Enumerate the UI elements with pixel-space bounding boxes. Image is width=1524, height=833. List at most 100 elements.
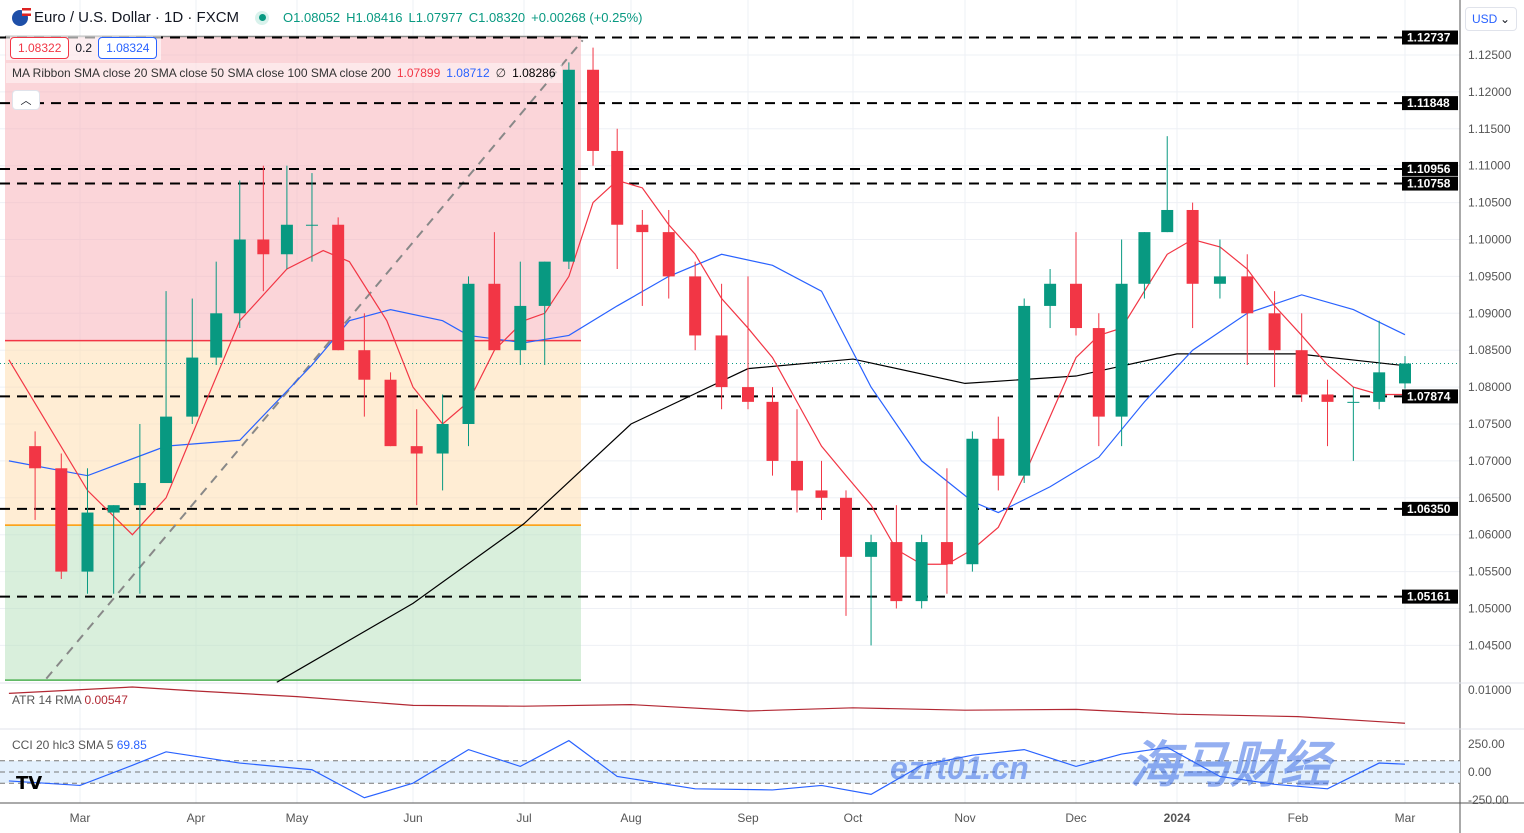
candle-body bbox=[611, 150, 624, 225]
candle bbox=[611, 128, 624, 270]
candle-body bbox=[636, 224, 649, 233]
symbol-header: Euro / U.S. Dollar · 1D · FXCM O1.08052 … bbox=[12, 7, 642, 26]
sell-button[interactable]: 1.08322 bbox=[10, 37, 70, 59]
candle-body bbox=[81, 512, 94, 572]
candle-body bbox=[186, 357, 199, 417]
candle bbox=[1115, 239, 1128, 447]
atr-legend[interactable]: ATR 14 RMA 0.00547 bbox=[12, 693, 128, 707]
candle-body bbox=[55, 468, 68, 572]
currency-select[interactable]: USD ⌄ bbox=[1465, 7, 1517, 31]
candle-body bbox=[890, 542, 903, 602]
candle-body bbox=[662, 232, 675, 277]
price-tick-label: 1.04500 bbox=[1468, 638, 1512, 652]
price-tick-label: 1.08000 bbox=[1468, 380, 1512, 394]
candle-body bbox=[940, 542, 953, 565]
level-badge-label: 1.10758 bbox=[1407, 177, 1451, 191]
cci-value: 69.85 bbox=[116, 738, 147, 752]
high-value: H1.08416 bbox=[346, 10, 403, 25]
candle-body bbox=[410, 446, 423, 454]
candle-body bbox=[1018, 305, 1031, 476]
level-price-badge: 1.10956 bbox=[1402, 161, 1458, 176]
sma200-line bbox=[276, 353, 1406, 683]
currency-value: USD bbox=[1472, 12, 1498, 26]
candle bbox=[107, 505, 120, 594]
candle-body bbox=[587, 69, 600, 151]
time-tick-label: Mar bbox=[70, 811, 91, 825]
level-badge-label: 1.05161 bbox=[1407, 590, 1451, 604]
candle bbox=[1295, 313, 1308, 402]
candle bbox=[358, 313, 371, 417]
candle-body bbox=[865, 542, 878, 557]
candle-body bbox=[233, 239, 246, 314]
price-axis bbox=[1460, 0, 1524, 833]
candle-body bbox=[358, 350, 371, 380]
candle bbox=[1241, 254, 1254, 365]
price-tick-label: 1.09500 bbox=[1468, 269, 1512, 283]
candle bbox=[766, 387, 779, 476]
candle-body bbox=[1070, 283, 1082, 329]
collapse-legend-button[interactable]: ︿ bbox=[12, 90, 40, 110]
candle-body bbox=[384, 379, 397, 447]
level-badge-bg bbox=[1402, 501, 1458, 516]
candle bbox=[1399, 356, 1411, 389]
level-price-badge: 1.07874 bbox=[1402, 389, 1458, 404]
candle bbox=[29, 431, 42, 520]
candle bbox=[815, 460, 828, 520]
low-value: L1.07977 bbox=[408, 10, 463, 25]
cci-tick-label: 250.00 bbox=[1468, 737, 1505, 751]
candle-body bbox=[305, 224, 318, 226]
candle bbox=[966, 431, 979, 572]
time-tick-label: Feb bbox=[1288, 811, 1309, 825]
candle-body bbox=[1268, 313, 1281, 351]
level-badge-label: 1.10956 bbox=[1407, 162, 1451, 176]
candle-body bbox=[1044, 283, 1057, 306]
candle-body bbox=[1138, 232, 1151, 284]
candle bbox=[1347, 387, 1360, 461]
quote-boxes: 1.08322 0.2 1.08324 bbox=[6, 36, 162, 60]
ma-ribbon-label: MA Ribbon SMA close 20 SMA close 50 SMA … bbox=[12, 66, 391, 80]
candle bbox=[1092, 313, 1105, 447]
level-badge-bg bbox=[1402, 176, 1458, 191]
time-tick-label: Oct bbox=[844, 811, 863, 825]
fib-zone bbox=[5, 36, 581, 341]
candle-body bbox=[1399, 363, 1411, 384]
price-tick-label: 1.06000 bbox=[1468, 528, 1512, 542]
level-price-badge: 1.05161 bbox=[1402, 589, 1458, 604]
time-tick-label: Jun bbox=[403, 811, 422, 825]
candle-body bbox=[133, 483, 146, 506]
level-badge-bg bbox=[1402, 30, 1458, 45]
candle bbox=[1213, 239, 1226, 299]
candle bbox=[865, 534, 878, 646]
candle-body bbox=[107, 505, 120, 513]
buy-button[interactable]: 1.08324 bbox=[98, 37, 158, 59]
cci-legend[interactable]: CCI 20 hlc3 SMA 5 69.85 bbox=[12, 738, 147, 752]
tradingview-logo[interactable]: TV bbox=[16, 773, 43, 794]
candle bbox=[840, 490, 852, 616]
candle-body bbox=[1213, 276, 1226, 284]
sma20-value: 1.07899 bbox=[396, 66, 441, 80]
candle-body bbox=[715, 335, 728, 388]
symbol-title[interactable]: Euro / U.S. Dollar · 1D · FXCM bbox=[34, 9, 240, 26]
ma-ribbon-legend[interactable]: MA Ribbon SMA close 20 SMA close 50 SMA … bbox=[6, 63, 562, 83]
candle bbox=[662, 209, 675, 299]
candle bbox=[587, 47, 600, 166]
cci-tick-label: -250.00 bbox=[1468, 793, 1509, 807]
price-tick-label: 1.09000 bbox=[1468, 306, 1512, 320]
atr-line bbox=[8, 686, 1406, 724]
price-tick-label: 1.12500 bbox=[1468, 48, 1512, 62]
atr-value: 0.00547 bbox=[84, 693, 128, 707]
price-tick-label: 1.10500 bbox=[1468, 196, 1512, 210]
cci-tick-label: 0.00 bbox=[1468, 765, 1492, 779]
candle bbox=[742, 276, 754, 410]
candle bbox=[992, 416, 1005, 491]
candle bbox=[81, 468, 94, 594]
candle bbox=[890, 505, 903, 609]
price-tick-label: 1.05000 bbox=[1468, 602, 1512, 616]
cci-label: CCI 20 hlc3 SMA 5 bbox=[12, 738, 114, 752]
candle-body bbox=[1115, 283, 1128, 417]
level-badge-bg bbox=[1402, 161, 1458, 176]
close-value: C1.08320 bbox=[468, 10, 526, 25]
open-value: O1.08052 bbox=[283, 10, 341, 25]
candle bbox=[384, 372, 397, 447]
